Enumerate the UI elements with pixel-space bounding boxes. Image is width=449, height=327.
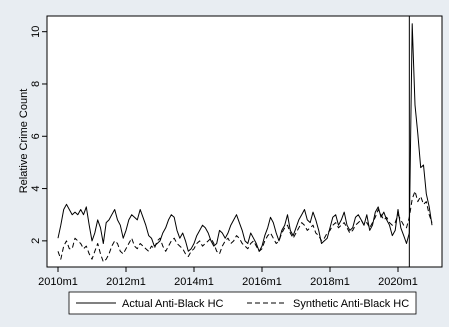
axis-layer: 2 4 6 8 10 2010m1 2012m1 2014m1 2016m1 2018m1 2020…	[30, 26, 418, 288]
series-layer	[57, 23, 433, 263]
x-tick-label: 2012m1	[106, 276, 146, 288]
y-tick-label: 6	[30, 133, 42, 139]
x-tick-label: 2014m1	[174, 276, 214, 288]
x-tick-label: 2018m1	[310, 276, 350, 288]
plot-area	[46, 15, 443, 268]
synthetic-series-line	[57, 190, 433, 263]
x-tick-label: 2020m1	[378, 276, 418, 288]
legend: Actual Anti-Black HC Synthetic Anti-Black…	[76, 298, 409, 310]
actual-series-line	[57, 23, 433, 252]
y-tick-label: 4	[30, 186, 42, 192]
legend-label: Synthetic Anti-Black HC	[293, 298, 409, 310]
y-tick-label: 2	[30, 238, 42, 244]
legend-box	[68, 291, 417, 315]
x-tick-label: 2016m1	[242, 276, 282, 288]
y-tick-label: 8	[30, 81, 42, 87]
legend-label: Actual Anti-Black HC	[122, 298, 224, 310]
x-tick-label: 2010m1	[38, 276, 78, 288]
y-tick-label: 10	[30, 26, 42, 38]
y-axis-label: Relative Crime Count	[18, 89, 30, 194]
